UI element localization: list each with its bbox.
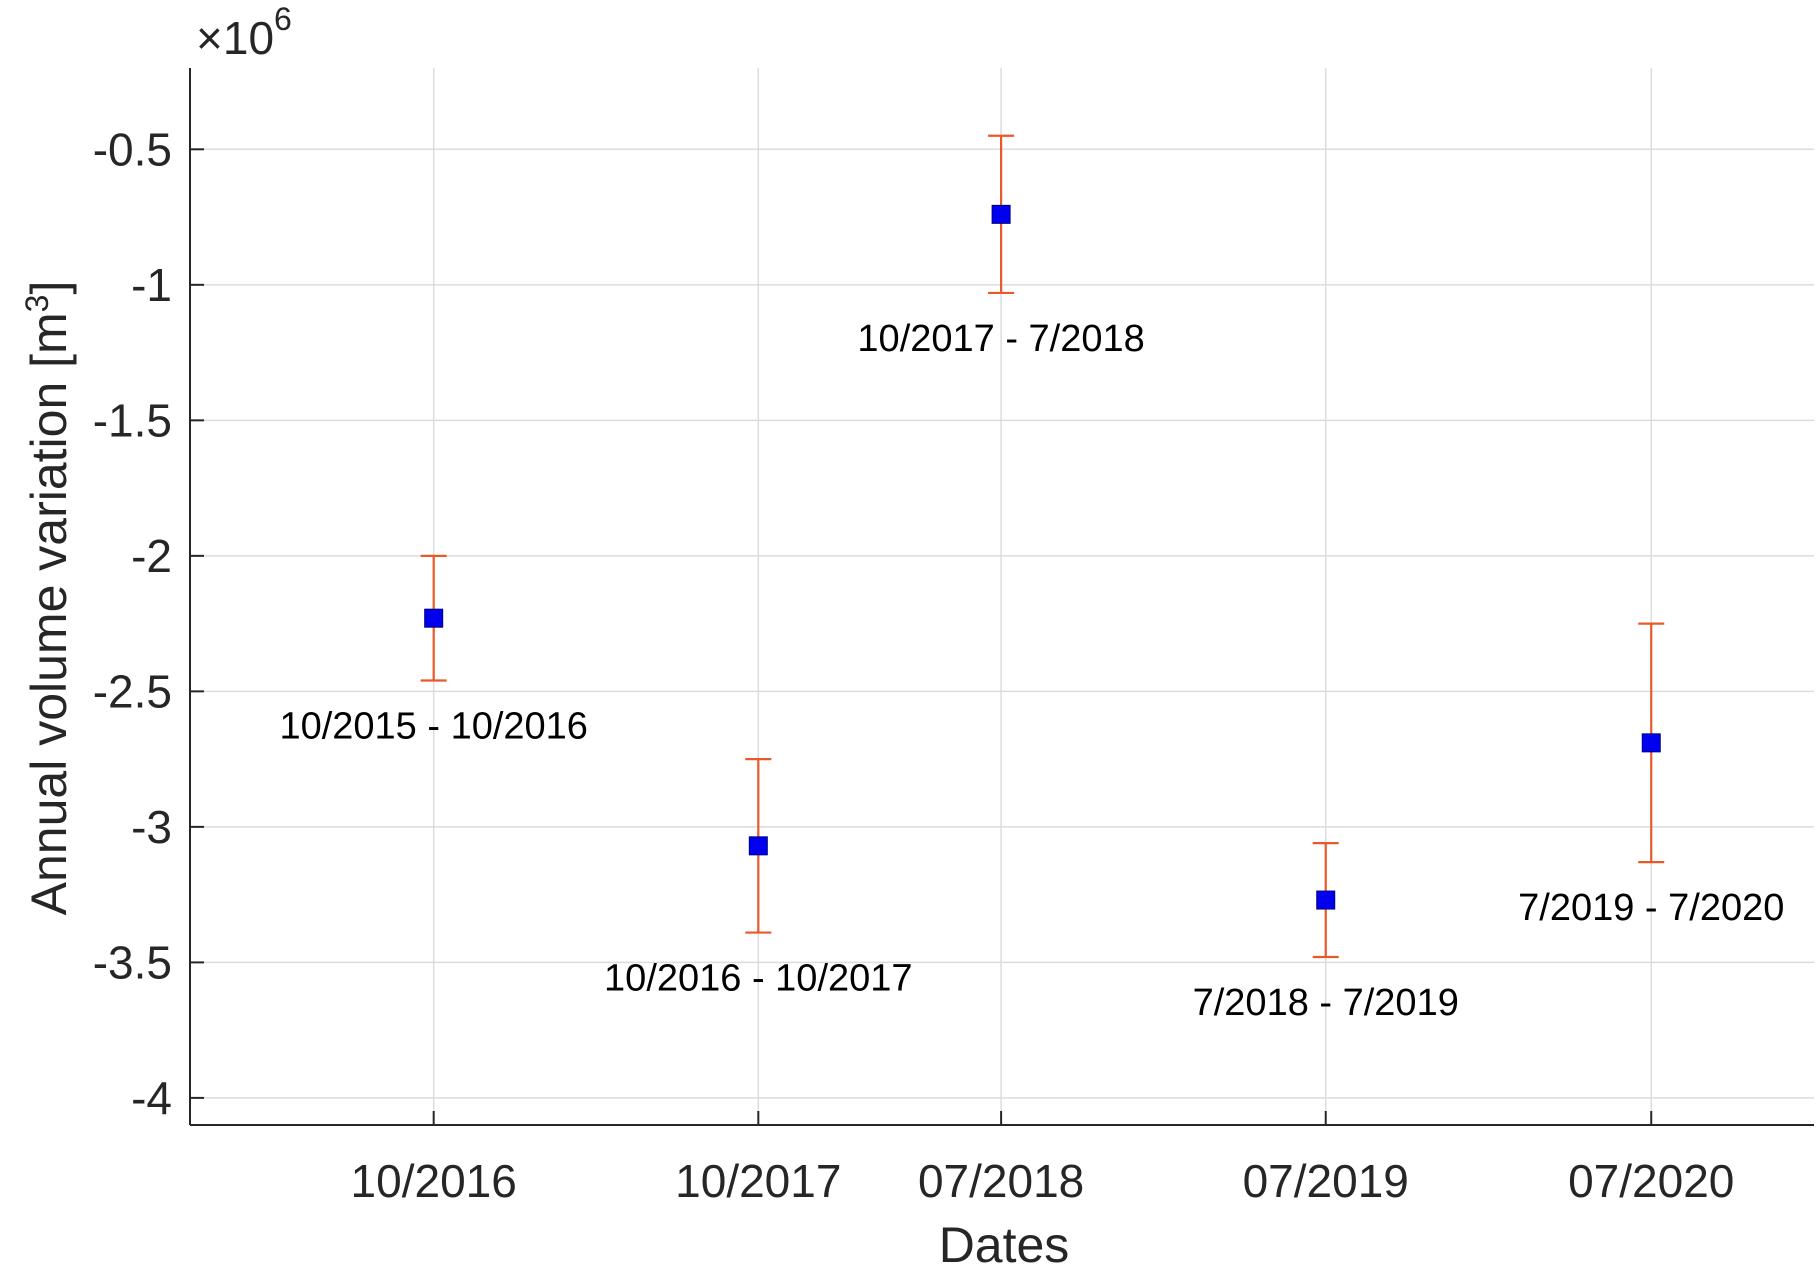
data-point-marker — [991, 204, 1011, 224]
y-exponent-prefix: × — [196, 12, 223, 64]
y-exponent-power: 6 — [274, 1, 292, 37]
x-tick-label: 10/2017 — [675, 1155, 841, 1207]
data-point-marker — [424, 608, 444, 628]
data-point-label: 7/2019 - 7/2020 — [1518, 887, 1784, 929]
y-axis-title: Annual volume variation [m3] — [19, 281, 77, 916]
x-tick-label: 07/2018 — [918, 1155, 1084, 1207]
y-axis-ticks: -4 -3.5 -3 -2.5 -2 -1.5 -1 -0.5 — [93, 123, 204, 1124]
data-point-label: 10/2016 - 10/2017 — [604, 958, 913, 1000]
data-point-marker — [1316, 890, 1336, 910]
point-labels: 10/2015 - 10/2016 10/2016 - 10/2017 10/201… — [279, 318, 1784, 1024]
y-axis-title-main: Annual volume variation [m — [21, 312, 77, 915]
x-tick-label: 10/2016 — [351, 1155, 517, 1207]
data-point-label: 10/2015 - 10/2016 — [279, 706, 588, 748]
y-tick-label: -2.5 — [93, 665, 172, 717]
error-bars — [420, 134, 1665, 959]
y-tick-label: -4 — [131, 1072, 172, 1124]
x-axis-title: Dates — [939, 1217, 1070, 1271]
y-tick-label: -0.5 — [93, 123, 172, 175]
x-axis-ticks: 10/2016 10/2017 07/2018 07/2019 07/2020 — [351, 1111, 1734, 1207]
y-tick-label: -3.5 — [93, 936, 172, 988]
y-axis-exponent: ×106 — [196, 1, 292, 64]
data-point-label: 10/2017 - 7/2018 — [857, 318, 1144, 360]
data-points — [424, 204, 1661, 910]
y-tick-label: -2 — [131, 530, 172, 582]
y-tick-label: -3 — [131, 801, 172, 853]
y-tick-label: -1 — [131, 259, 172, 311]
y-axis-title-suffix: ] — [21, 281, 77, 295]
data-point-marker — [748, 836, 768, 856]
x-tick-label: 07/2020 — [1568, 1155, 1734, 1207]
x-tick-label: 07/2019 — [1243, 1155, 1409, 1207]
data-point-marker — [1641, 733, 1661, 753]
y-axis-title-superscript: 3 — [19, 295, 55, 313]
y-exponent-base: 10 — [223, 12, 274, 64]
data-point-label: 7/2018 - 7/2019 — [1193, 982, 1459, 1024]
y-tick-label: -1.5 — [93, 394, 172, 446]
